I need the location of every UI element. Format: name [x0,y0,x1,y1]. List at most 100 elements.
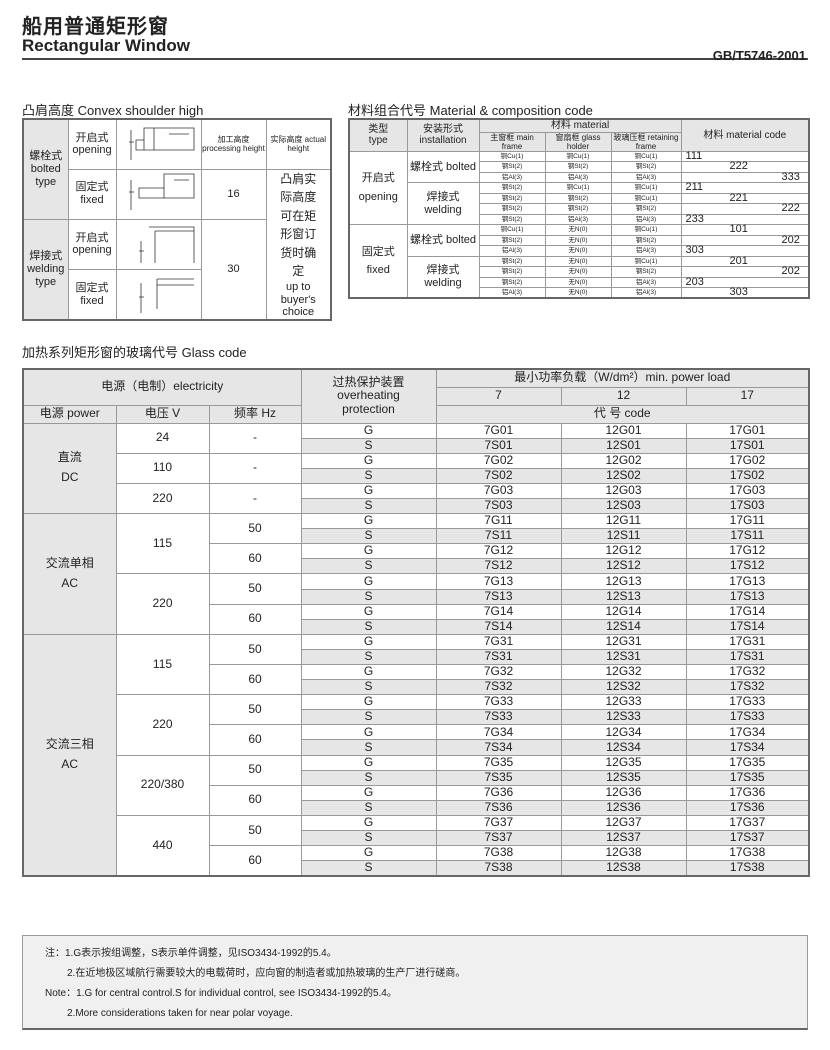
material-cell: 铜Cu(1) [544,182,612,194]
material-cell: 钢St(2) [478,203,546,215]
material-code-value: 101 [729,223,748,236]
material-cell: 钢St(2) [478,192,546,205]
load-header: 最小功率负载（W/dm²）min. power load [435,368,810,388]
material-cell: 钢St(2) [478,266,546,278]
glass-code: 7G37 [435,814,562,832]
note-en-1: Note：1.G for central control.S for indiv… [45,988,397,999]
welding-type: 焊接式 welding type [22,218,69,321]
glass-code: 7S03 [435,497,562,515]
material-cell: 钢St(2) [610,266,682,278]
glass-row: S 7S33 12S33 17S33 [23,709,810,726]
material-cell: 钢St(2) [478,276,546,289]
bolted-type: 螺栓式 bolted type [22,118,69,220]
material-cell: 无N(0) [544,234,612,247]
glass-code: 7S14 [435,618,562,635]
glass-row: S 7S36 12S36 17S36 [23,799,810,816]
label-part: 固定式 [361,245,395,258]
protection-cell: S [300,558,437,575]
glass-code: 17G37 [685,814,810,832]
fixed-label: 固定式 fixed [67,269,117,321]
protection-cell: G [300,482,437,499]
glass-code: 7S36 [435,799,562,816]
glass-code: 17S33 [685,709,810,726]
type-cell: 开启式 opening [348,150,408,226]
glass-code: 12S37 [560,830,687,847]
glass-table: 电源（电制）electricity 过热保护装置 overheating pro… [22,368,810,878]
glass-code: 12S36 [560,799,687,816]
glass-code: 7G11 [435,513,562,530]
installation-cell: 螺栓式 bolted [406,150,480,184]
frequency-cell: 50 [208,513,302,545]
label-part: fixed [366,264,390,277]
material-code-value: 111 [685,149,703,162]
glass-code: 12S14 [560,618,687,635]
voltage-cell: 24 [115,422,210,454]
glass-row: 60 G 7G12 12G12 17G12 [23,543,810,575]
material-cell: 铝Al(3) [610,245,682,257]
protection-cell: G [300,784,437,801]
glass-code: 12G13 [560,573,687,590]
glass-code: 12S13 [560,588,687,605]
material-cell: 无N(0) [544,255,612,268]
glass-code: 12G03 [560,482,687,499]
glass-code: 12G38 [560,845,687,862]
frequency-cell: - [208,482,302,515]
protection-cell: S [300,769,437,786]
glass-code: 12G31 [560,633,687,650]
opening-label: 开启式 opening [67,118,117,170]
material-cell: 铝Al(3) [610,276,682,289]
frequency-cell: 50 [208,694,302,726]
shoulder-title: 凸肩高度 Convex shoulder high [22,103,204,118]
material-row: 铝Al(3) 无N(0) 铝Al(3) 303 [349,286,810,299]
label-part: AC [61,756,79,771]
protection-cell: G [300,663,437,681]
frequency-cell: 50 [208,633,302,666]
glass-row: S 7S01 12S01 17S01 [23,437,810,454]
material-cell: 钢St(2) [478,234,546,247]
glass-code: 12S38 [560,860,687,877]
standard-number: GB/T5746-2001 [712,48,806,63]
glass-row: 60 G 7G34 12G34 17G34 [23,724,810,756]
glass-code: 12G12 [560,543,687,560]
note-cn-1: 注：1.G表示按组调整，S表示单件调整，见ISO3434-1992的5.4。 [45,948,337,959]
protection-cell: S [300,830,437,847]
material-header: 材料 material [478,118,682,133]
power-cell: 交流三相 AC [22,633,117,877]
fixed-label: 固定式 fixed [67,168,117,220]
glass-code: 12S35 [560,769,687,786]
protection-cell: G [300,724,437,741]
material-code: 101 [680,223,810,236]
material-code-value: 202 [781,265,800,278]
material-cell: 无N(0) [544,224,612,236]
frequency-cell: 60 [208,784,302,816]
protection-cell: G [300,694,437,711]
material-cell: 钢St(2) [544,192,612,205]
bolted-fixed-diagram [115,168,202,220]
glass-code: 17S36 [685,799,810,816]
processing-height-header: 加工高度 processing height [200,118,267,170]
material-code-value: 303 [685,244,704,257]
material-code-value: 202 [781,233,800,246]
glass-code: 17G01 [685,422,810,439]
material-cell: 无N(0) [544,266,612,278]
load-12: 12 [560,386,687,406]
material-cell: 钢St(2) [478,161,546,173]
glass-code: 7G31 [435,633,562,650]
voltage-cell: 110 [115,452,210,484]
frequency-cell: - [208,422,302,454]
glass-code: 12S01 [560,437,687,454]
protection-cell: S [300,860,437,877]
material-code: 303 [680,286,810,299]
material-code: 111 [680,149,810,163]
type-header: 类型 type [348,118,408,152]
protection-cell: S [300,437,437,454]
material-cell: 铜Cu(1) [610,182,682,194]
glass-code: 17G35 [685,754,810,771]
glass-code: 7G33 [435,694,562,711]
glass-row: S 7S34 12S34 17S34 [23,739,810,756]
glass-code: 7G13 [435,573,562,590]
material-row: 焊接式 welding 钢St(2) 铜Cu(1) 铜Cu(1) 211 [349,181,810,226]
material-cell: 铝Al(3) [544,171,612,184]
material-cell: 钢St(2) [544,203,612,215]
installation-header: 安装形式 installation [406,118,480,152]
